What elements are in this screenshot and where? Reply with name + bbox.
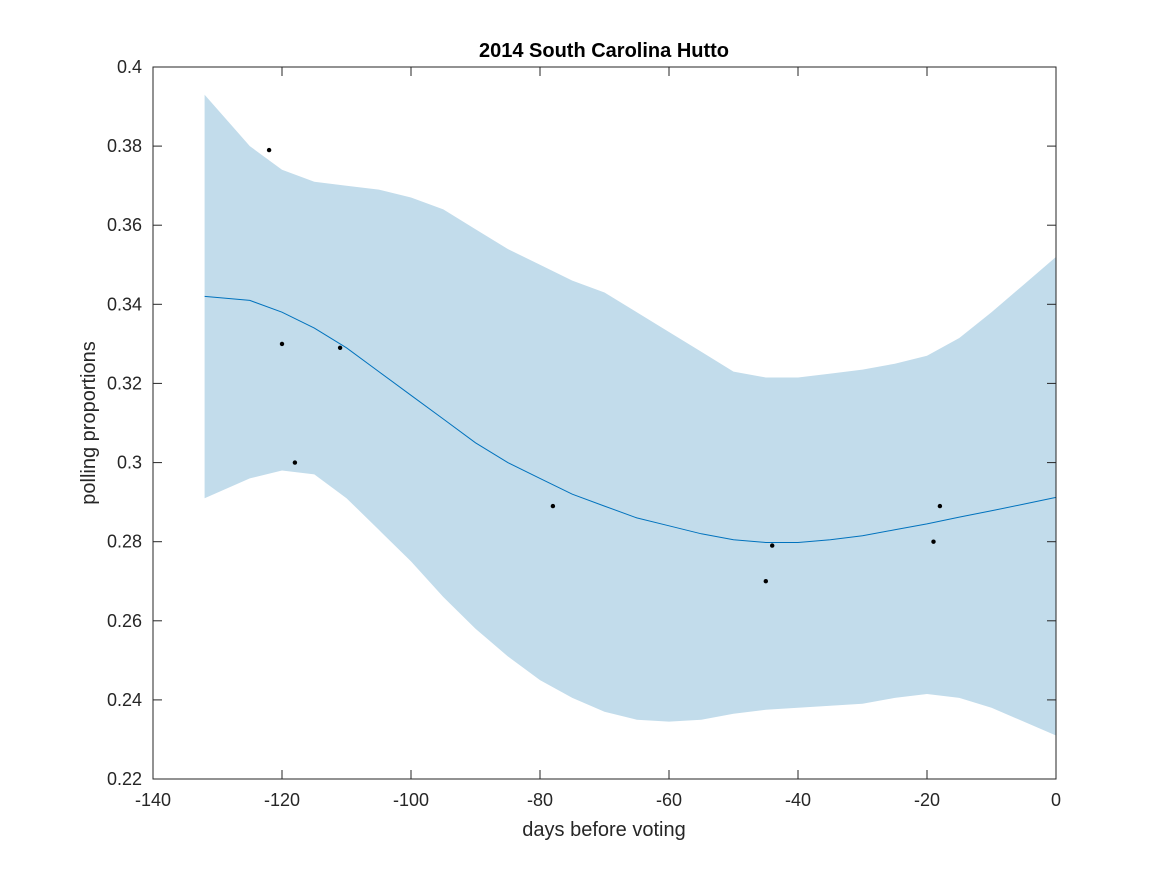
poll-point: [266, 147, 272, 153]
y-tick-label: 0.38: [107, 136, 142, 156]
x-tick-label: -100: [393, 790, 429, 810]
x-tick-label: -60: [656, 790, 682, 810]
plot-area: -140 -120 -100 -80 -60 -40 -20 0 0.220.240.260.…: [107, 57, 1061, 810]
axes-box: [152, 66, 1057, 780]
confidence-band: [204, 94, 1057, 736]
y-tick-label: 0.4: [117, 57, 142, 77]
y-axis-label: polling proportions: [78, 341, 100, 504]
x-tick-label: -120: [264, 790, 300, 810]
poll-point: [292, 460, 298, 465]
axis-ticks: [152, 66, 1057, 780]
fit-line-layer: [204, 295, 1057, 543]
y-tick-label: 0.28: [107, 532, 142, 552]
y-tick-label: 0.34: [107, 294, 142, 314]
x-tick-labels: -140 -120 -100 -80 -60 -40 -20 0: [135, 790, 1061, 810]
fit-line: [204, 295, 1057, 543]
y-tick-labels: 0.22 0.24 0.26 0.28 0.3 0.32 0.34 0.36 0.38 0.4: [107, 57, 142, 789]
x-tick-label: -40: [785, 790, 811, 810]
y-tick-label: 0.22: [107, 769, 142, 789]
poll-point: [937, 503, 943, 509]
poll-point: [770, 543, 775, 548]
y-tick-label: 0.36: [107, 215, 142, 235]
poll-point: [279, 341, 285, 347]
poll-point: [337, 345, 343, 350]
x-axis-label: days before voting: [522, 819, 685, 841]
y-tick-label: 0.26: [107, 611, 142, 631]
chart-title: 2014 South Carolina Hutto: [479, 40, 729, 62]
y-tick-label: 0.32: [107, 373, 142, 393]
poll-point: [931, 539, 936, 544]
confidence-band-layer: [204, 94, 1057, 736]
x-tick-label: 0: [1051, 790, 1061, 810]
poll-point: [550, 503, 556, 509]
x-tick-label: -140: [135, 790, 171, 810]
x-tick-label: -20: [914, 790, 940, 810]
y-tick-label: 0.24: [107, 690, 142, 710]
poll-points-layer: [266, 147, 943, 584]
y-tick-label: 0.3: [117, 453, 142, 473]
x-tick-label: -80: [527, 790, 553, 810]
poll-point: [763, 579, 768, 584]
